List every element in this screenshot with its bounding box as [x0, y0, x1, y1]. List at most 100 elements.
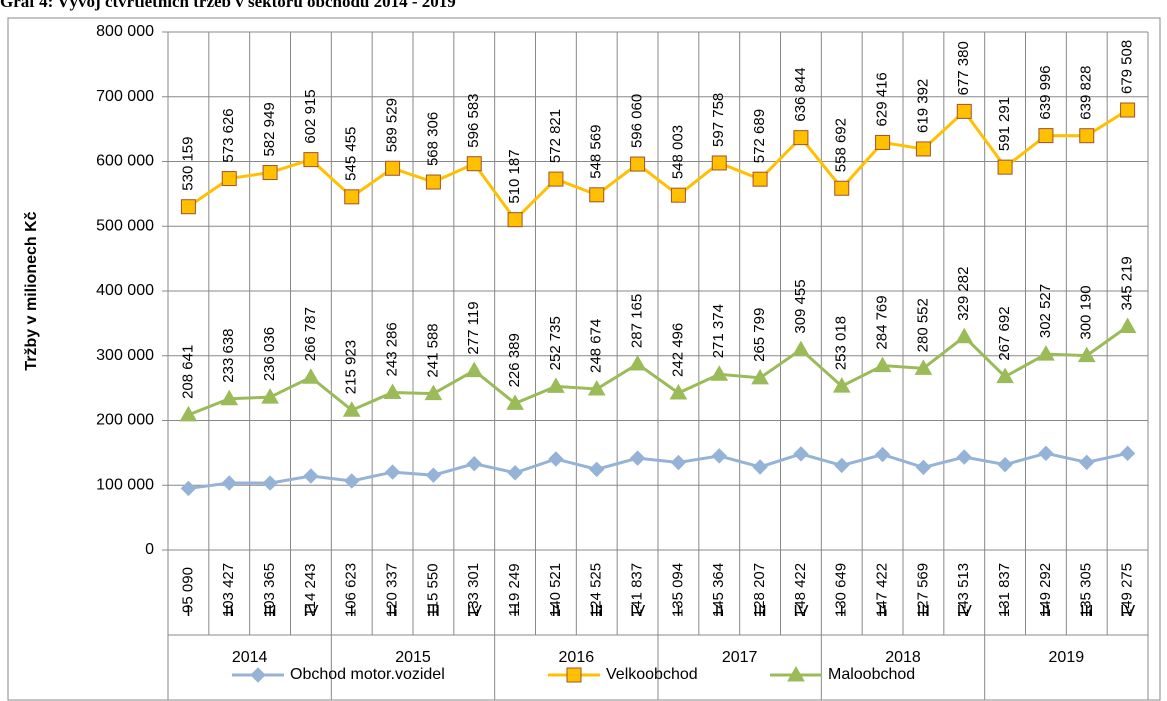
data-point	[711, 155, 727, 171]
data-label: 596 060	[629, 94, 646, 148]
data-label: 248 674	[588, 319, 605, 373]
data-point	[425, 174, 441, 190]
data-label: 280 552	[914, 298, 931, 352]
data-point	[997, 456, 1013, 473]
data-point	[834, 180, 850, 196]
data-label: 629 416	[874, 72, 891, 126]
data-point	[506, 394, 524, 410]
data-label: 345 219	[1119, 256, 1136, 310]
data-point	[589, 187, 605, 203]
data-label: 115 550	[424, 563, 441, 616]
data-label: 233 638	[220, 328, 237, 382]
data-label: 253 018	[833, 316, 850, 370]
data-label: 127 569	[914, 563, 931, 617]
data-point	[507, 212, 523, 228]
x-tick-label: IV	[1120, 603, 1135, 620]
data-point	[384, 464, 401, 480]
x-tick-label: I	[840, 603, 844, 620]
data-point	[1079, 128, 1095, 144]
data-label: 267 692	[996, 306, 1013, 360]
data-label: 119 249	[506, 563, 523, 616]
data-point	[507, 465, 523, 481]
data-point	[915, 459, 932, 476]
data-label: 568 306	[424, 112, 441, 166]
data-label: 558 692	[833, 118, 850, 172]
x-tick-label: III	[917, 603, 930, 620]
legend-marker	[250, 667, 266, 683]
data-label: 329 282	[955, 267, 972, 321]
data-label: 287 165	[629, 294, 646, 348]
data-label: 679 508	[1119, 40, 1136, 94]
data-label: 143 513	[955, 563, 972, 617]
x-tick-label: I	[186, 603, 190, 620]
data-point	[303, 152, 319, 168]
data-point	[589, 461, 605, 478]
data-label: 591 291	[996, 97, 1013, 151]
data-label: 120 337	[384, 563, 401, 617]
legend-label: Velkoobchod	[606, 666, 698, 683]
data-label: 510 187	[506, 149, 523, 203]
data-point	[751, 368, 769, 385]
chart-title: Graf 4: Vývoj čtvrtletních tržeb v sekto…	[0, 0, 456, 11]
y-axis-title: Tržby v milionech Kč	[23, 211, 40, 370]
data-label: 302 527	[1037, 284, 1054, 338]
data-point	[630, 156, 646, 172]
data-point	[262, 165, 278, 181]
data-point	[179, 405, 198, 422]
x-tick-label: I	[350, 603, 354, 620]
y-tick-label: 400 000	[96, 282, 154, 299]
data-label: 548 569	[588, 125, 605, 179]
data-label: 147 422	[874, 563, 891, 617]
data-label: 589 529	[384, 98, 401, 152]
legend-marker	[787, 665, 805, 682]
data-point	[548, 171, 564, 187]
data-point	[221, 475, 237, 491]
data-label: 619 392	[914, 79, 931, 133]
data-label: 573 626	[220, 108, 237, 162]
data-label: 582 949	[261, 102, 278, 156]
data-point	[465, 361, 484, 378]
y-tick-label: 100 000	[96, 476, 154, 493]
year-label: 2016	[559, 649, 595, 666]
data-point	[629, 450, 646, 466]
data-point	[342, 401, 361, 417]
data-label: 639 828	[1078, 65, 1095, 119]
data-label: 243 286	[384, 322, 401, 376]
data-point	[1077, 346, 1096, 363]
data-point	[710, 365, 729, 381]
x-tick-label: II	[551, 603, 560, 620]
data-point	[1038, 128, 1054, 144]
data-point	[955, 327, 974, 344]
data-label: 241 588	[424, 323, 441, 377]
data-label: 124 525	[588, 563, 605, 617]
data-point	[915, 141, 931, 157]
x-tick-label: III	[1080, 603, 1093, 620]
data-label: 226 389	[506, 333, 523, 387]
data-point	[466, 455, 482, 472]
data-point	[793, 130, 809, 146]
data-point	[996, 367, 1014, 384]
data-point	[792, 340, 810, 357]
data-point	[914, 359, 933, 375]
y-tick-label: 0	[145, 541, 154, 558]
data-point	[261, 388, 279, 404]
data-label: 131 837	[996, 563, 1013, 617]
data-point	[875, 134, 891, 150]
x-tick-label: I	[513, 603, 517, 620]
data-label: 545 455	[343, 127, 360, 181]
data-point	[547, 377, 565, 393]
x-tick-label: II	[388, 603, 397, 620]
data-label: 149 275	[1119, 563, 1136, 617]
x-tick-label: IV	[303, 603, 318, 620]
y-tick-label: 800 000	[96, 23, 154, 40]
data-label: 128 207	[751, 563, 768, 617]
x-tick-label: III	[590, 603, 603, 620]
data-point	[466, 156, 482, 172]
data-point	[385, 160, 401, 176]
year-label: 2019	[1049, 649, 1085, 666]
x-tick-label: III	[427, 603, 440, 620]
data-label: 106 623	[343, 563, 360, 617]
y-tick-label: 700 000	[96, 88, 154, 105]
x-tick-label: IV	[467, 603, 482, 620]
data-point	[302, 368, 320, 384]
